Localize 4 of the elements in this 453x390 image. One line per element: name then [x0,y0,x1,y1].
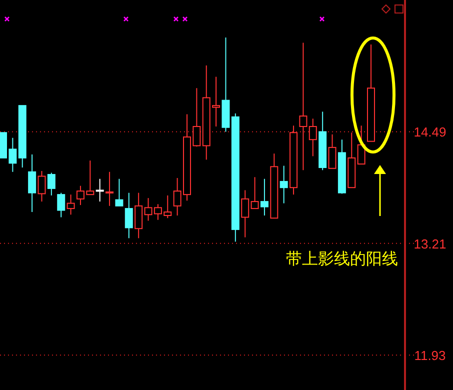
y-tick-label: 13.21 [414,236,446,252]
y-tick-label: 11.93 [414,348,446,364]
y-tick-label: 14.49 [414,124,446,140]
annotation: 带上影线的阳线 [286,249,398,268]
